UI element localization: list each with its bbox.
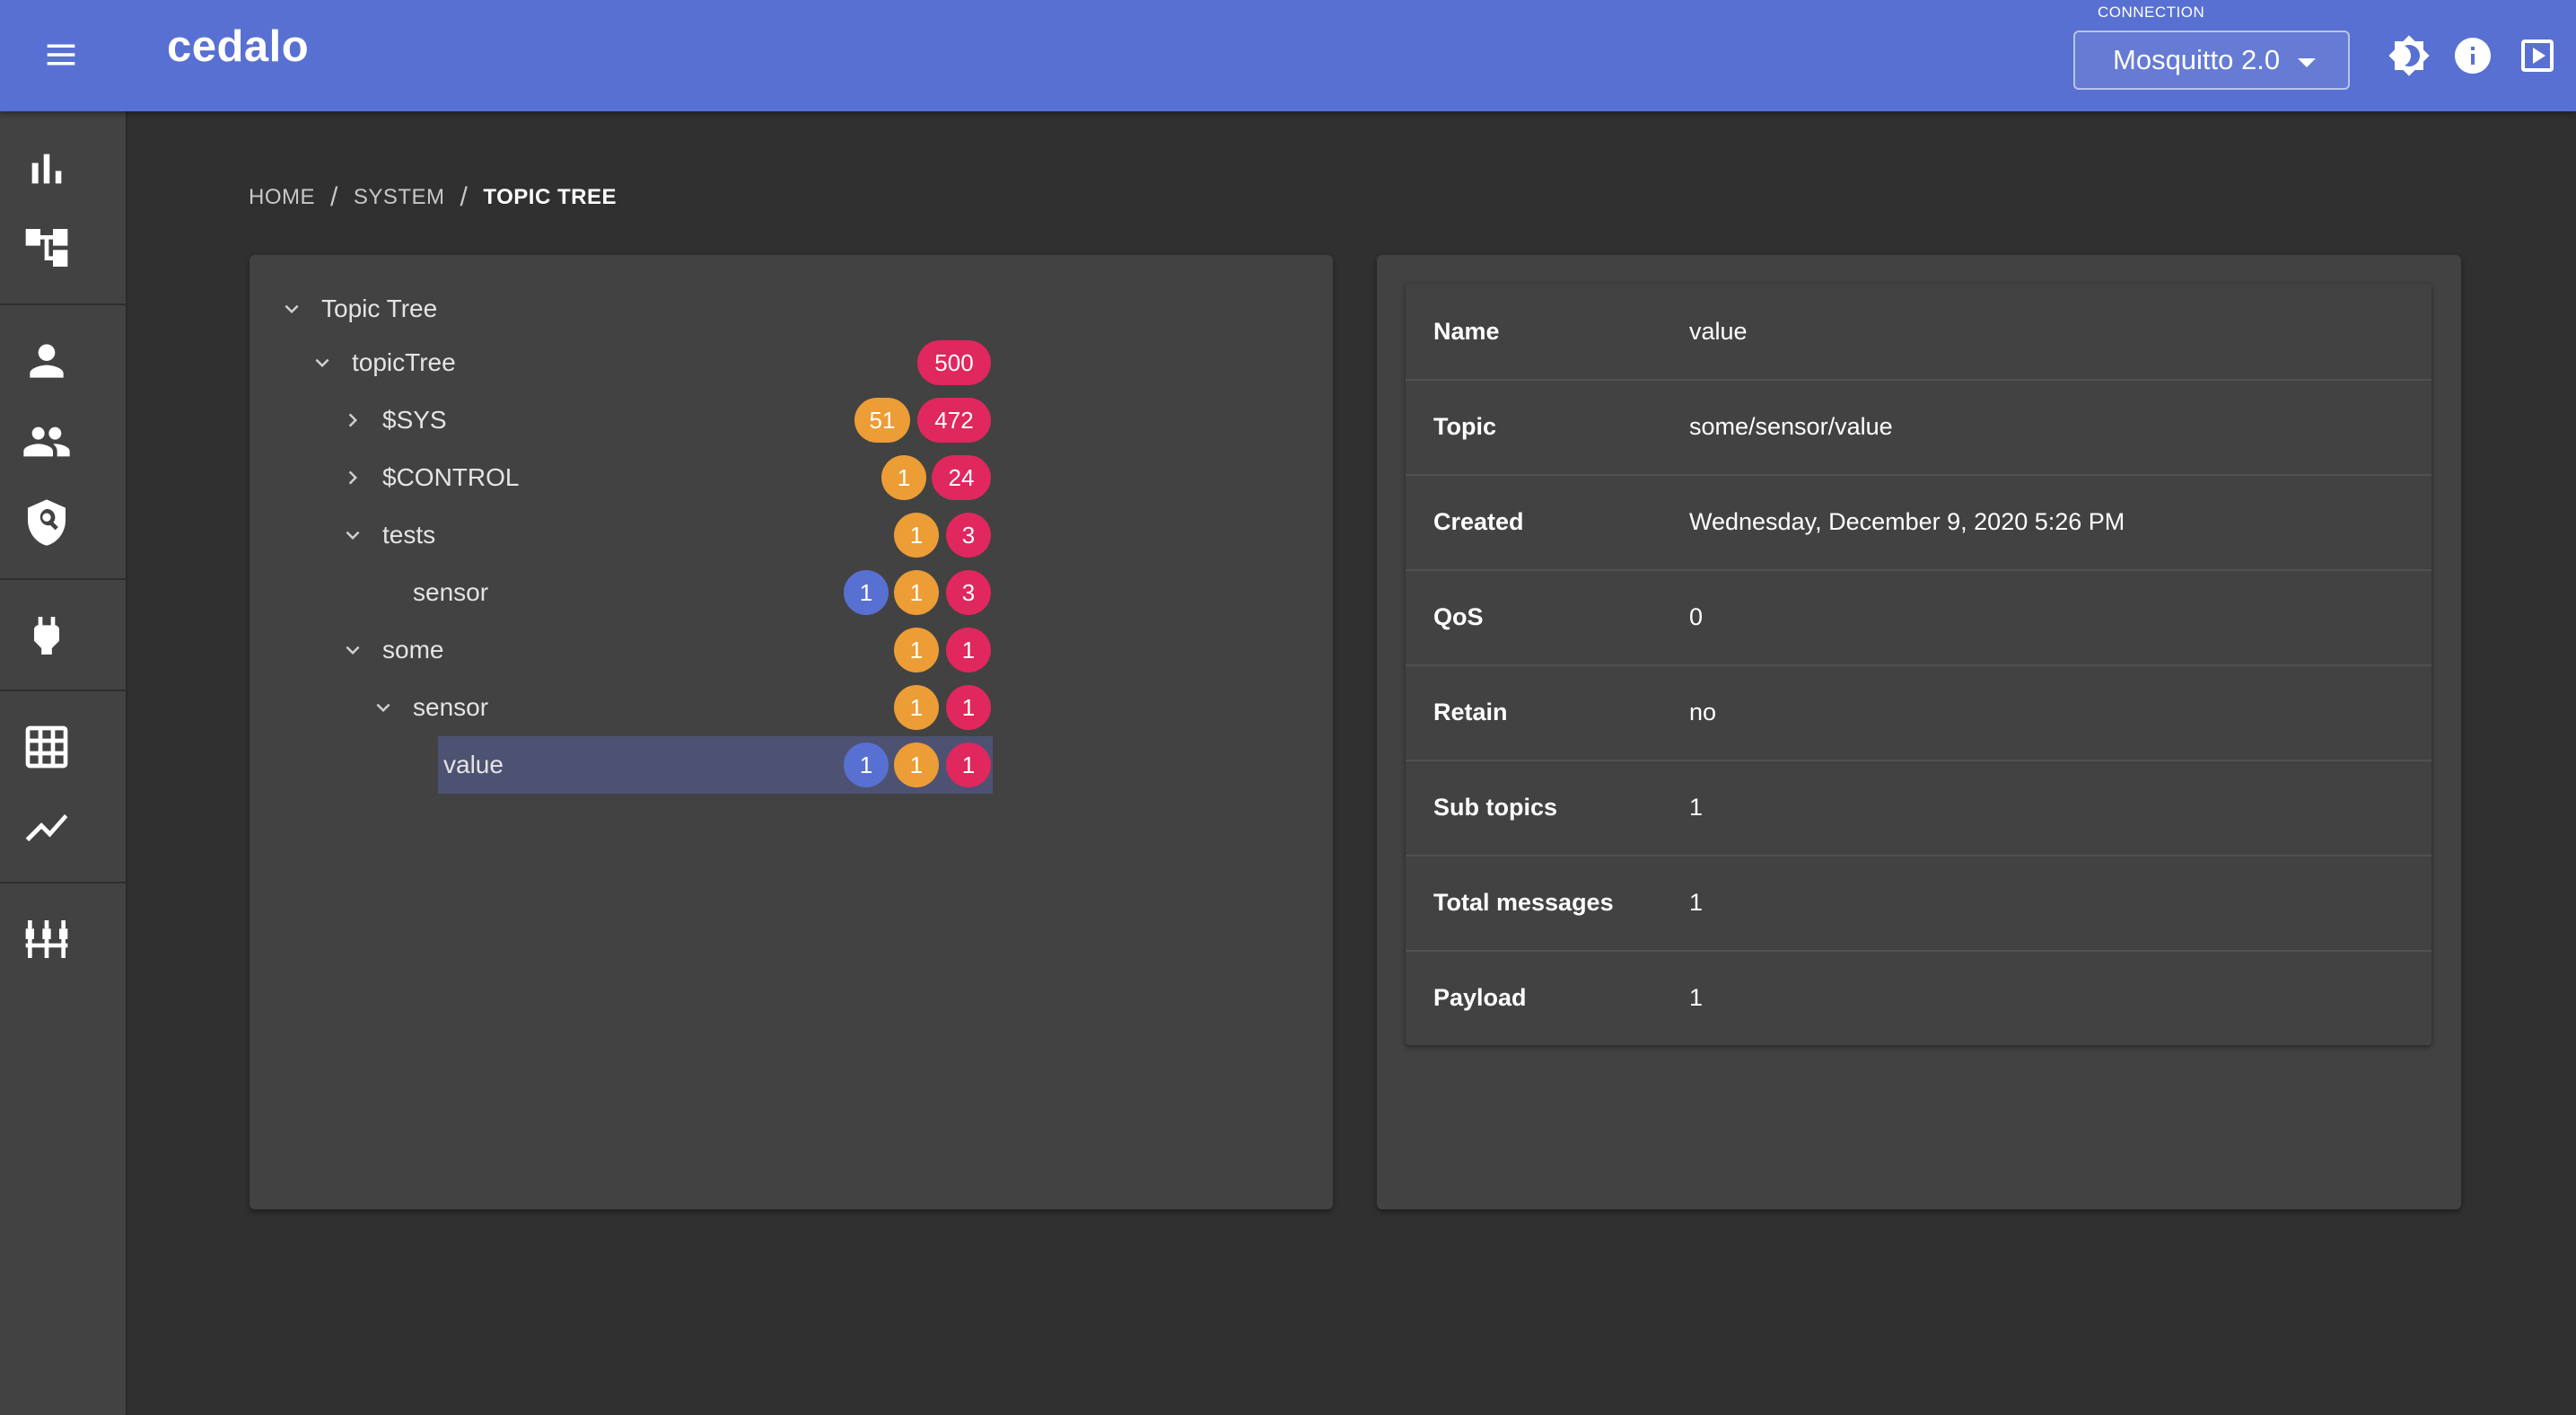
- breadcrumb-system[interactable]: SYSTEM: [353, 185, 445, 209]
- tree-item-root[interactable]: Topic Tree: [275, 282, 993, 336]
- detail-row-sub-topics: Sub topics 1: [1406, 760, 2431, 857]
- breadcrumb-separator: /: [330, 182, 338, 212]
- message-count-badge: 1: [946, 743, 991, 787]
- topic-tree-icon[interactable]: [22, 223, 72, 273]
- chevron-down-icon[interactable]: [339, 522, 366, 549]
- tree-item-label: $SYS: [382, 406, 447, 434]
- user-icon[interactable]: [22, 336, 72, 386]
- breadcrumb-home[interactable]: HOME: [249, 185, 315, 209]
- subtopic-count-badge: 1: [894, 743, 939, 787]
- subtopic-count-badge: 1: [894, 513, 939, 558]
- detail-key: Topic: [1433, 413, 1496, 440]
- tree-item-label: sensor: [413, 693, 489, 721]
- tree-item-label: $CONTROL: [382, 463, 520, 491]
- subtopic-count-badge: 1: [894, 685, 939, 730]
- security-role-icon[interactable]: [22, 497, 72, 548]
- detail-row-retain: Retain no: [1406, 664, 2431, 761]
- tree-item-label: sensor: [413, 578, 489, 606]
- detail-row-name: Name value: [1406, 284, 2431, 381]
- tree-item-label: topicTree: [352, 348, 456, 376]
- message-count-badge: 1: [946, 685, 991, 730]
- chevron-right-icon[interactable]: [339, 464, 366, 491]
- value-badge: 1: [844, 570, 889, 615]
- detail-row-qos: QoS 0: [1406, 569, 2431, 666]
- detail-row-topic: Topic some/sensor/value: [1406, 379, 2431, 476]
- menu-icon[interactable]: [36, 34, 86, 75]
- detail-value: some/sensor/value: [1689, 413, 1893, 440]
- brightness-icon[interactable]: [2388, 34, 2431, 77]
- detail-value: 0: [1689, 603, 1704, 630]
- subtopic-count-badge: 1: [894, 570, 939, 615]
- connection-value: Mosquitto 2.0: [2113, 44, 2281, 75]
- message-count-badge: 472: [917, 398, 991, 443]
- chevron-down-icon[interactable]: [278, 295, 305, 322]
- tree-item-value-selected[interactable]: value 1 1 1: [397, 738, 993, 792]
- value-badge: 1: [844, 743, 889, 787]
- detail-value: Wednesday, December 9, 2020 5:26 PM: [1689, 508, 2125, 535]
- breadcrumb-separator: /: [460, 182, 469, 212]
- detail-row-total-messages: Total messages 1: [1406, 855, 2431, 952]
- connection-select[interactable]: Mosquitto 2.0: [2073, 31, 2350, 90]
- detail-key: QoS: [1433, 603, 1484, 630]
- detail-value: 1: [1689, 984, 1704, 1011]
- play-box-icon[interactable]: [2516, 34, 2559, 77]
- detail-value: 1: [1689, 794, 1704, 821]
- detail-key: Sub topics: [1433, 794, 1558, 821]
- detail-value: value: [1689, 318, 1748, 345]
- tree-item-topictree[interactable]: topicTree 500: [305, 336, 993, 390]
- detail-value: no: [1689, 699, 1717, 725]
- topic-tree-card: [250, 255, 1333, 1209]
- connection-label: CONNECTION: [2098, 4, 2205, 21]
- info-icon[interactable]: [2451, 34, 2494, 77]
- tree-item-control[interactable]: $CONTROL 1 24: [336, 451, 993, 505]
- detail-row-payload: Payload 1: [1406, 950, 2431, 1045]
- chevron-down-icon[interactable]: [309, 349, 336, 376]
- tree-item-label: some: [382, 636, 444, 664]
- message-count-badge: 24: [932, 455, 991, 500]
- detail-key: Name: [1433, 318, 1500, 345]
- trend-icon[interactable]: [22, 803, 72, 853]
- topic-details-table: Name value Topic some/sensor/value Creat…: [1406, 284, 2431, 1045]
- bar-chart-icon[interactable]: [22, 144, 72, 194]
- breadcrumb-current: TOPIC TREE: [483, 185, 617, 209]
- message-count-badge: 3: [946, 513, 991, 558]
- sidebar: [0, 111, 127, 1415]
- breadcrumb: HOME / SYSTEM / TOPIC TREE: [249, 182, 617, 213]
- tree-item-tests-sensor[interactable]: sensor 1 1 3: [366, 566, 993, 620]
- message-count-badge: 1: [946, 628, 991, 672]
- subtopic-count-badge: 51: [854, 398, 910, 443]
- group-icon[interactable]: [22, 417, 72, 467]
- detail-key: Retain: [1433, 699, 1508, 725]
- grid-icon[interactable]: [22, 722, 72, 772]
- brand-logo[interactable]: cedalo: [167, 22, 310, 71]
- tree-item-label: value: [443, 751, 504, 778]
- detail-key: Total messages: [1433, 889, 1614, 916]
- subtopic-count-badge: 1: [894, 628, 939, 672]
- message-count-badge: 500: [917, 340, 991, 385]
- message-count-badge: 3: [946, 570, 991, 615]
- chevron-down-icon[interactable]: [370, 694, 397, 721]
- subtopic-count-badge: 1: [881, 455, 926, 500]
- detail-row-created: Created Wednesday, December 9, 2020 5:26…: [1406, 474, 2431, 571]
- tree-item-sys[interactable]: $SYS 51 472: [336, 393, 993, 447]
- cluster-icon[interactable]: [22, 914, 72, 964]
- tree-item-label: tests: [382, 521, 436, 549]
- tree-item-some-sensor[interactable]: sensor 1 1: [366, 681, 993, 734]
- caret-down-icon: [2298, 58, 2316, 67]
- detail-key: Created: [1433, 508, 1524, 535]
- plugin-icon[interactable]: [22, 611, 72, 661]
- tree-item-tests[interactable]: tests 1 3: [336, 508, 993, 562]
- chevron-right-icon[interactable]: [339, 407, 366, 434]
- detail-value: 1: [1689, 889, 1704, 916]
- app-bar: cedalo CONNECTION Mosquitto 2.0: [0, 0, 2576, 111]
- detail-key: Payload: [1433, 984, 1527, 1011]
- tree-item-some[interactable]: some 1 1: [336, 623, 993, 677]
- tree-item-label: Topic Tree: [321, 294, 438, 322]
- chevron-down-icon[interactable]: [339, 637, 366, 664]
